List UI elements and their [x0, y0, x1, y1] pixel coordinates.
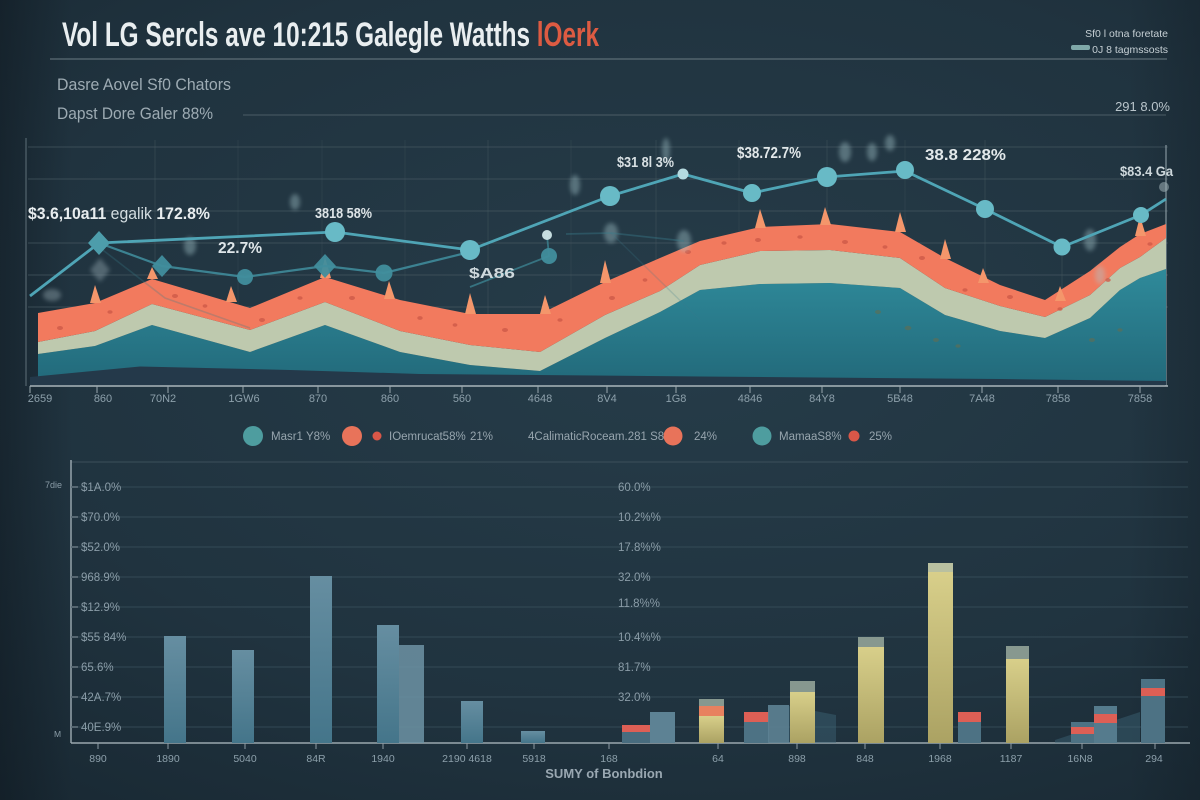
svg-text:7858: 7858 — [1046, 393, 1070, 405]
svg-text:5040: 5040 — [233, 753, 257, 765]
svg-text:32.0%: 32.0% — [618, 692, 651, 704]
svg-text:2190 4618: 2190 4618 — [442, 753, 492, 765]
svg-text:Dapst Dore Galer 88%: Dapst Dore Galer 88% — [57, 105, 213, 123]
svg-text:84R: 84R — [306, 753, 326, 765]
svg-text:291 8.0%: 291 8.0% — [1115, 99, 1170, 114]
svg-text:42A.7%: 42A.7% — [81, 692, 121, 704]
svg-text:$38.72.7%: $38.72.7% — [737, 145, 801, 162]
svg-text:64: 64 — [712, 753, 724, 765]
svg-text:Dasre Aovel Sf0 Chators: Dasre Aovel Sf0 Chators — [57, 76, 231, 94]
svg-text:25%: 25% — [869, 431, 892, 443]
svg-text:10.4%%: 10.4%% — [618, 632, 661, 644]
svg-text:32.0%: 32.0% — [618, 572, 651, 584]
svg-text:21%: 21% — [470, 431, 493, 443]
svg-text:16N8: 16N8 — [1067, 753, 1092, 765]
svg-text:0J 8 tagmssosts: 0J 8 tagmssosts — [1092, 44, 1168, 56]
svg-text:968.9%: 968.9% — [81, 572, 120, 584]
svg-text:Sf0 l otna foretate: Sf0 l otna foretate — [1085, 28, 1168, 40]
svg-text:SUMY of Bonbdion: SUMY of Bonbdion — [545, 766, 663, 781]
svg-text:1968: 1968 — [928, 753, 952, 765]
svg-text:M: M — [54, 729, 61, 739]
svg-text:84Y8: 84Y8 — [809, 393, 835, 405]
svg-text:168: 168 — [600, 753, 618, 765]
svg-text:560: 560 — [453, 393, 471, 405]
svg-text:$3.6,10a11 egalik 172.8%: $3.6,10a11 egalik 172.8% — [28, 204, 210, 223]
svg-text:5B48: 5B48 — [887, 393, 913, 405]
svg-text:10.2%%: 10.2%% — [618, 512, 661, 524]
svg-text:294: 294 — [1145, 753, 1163, 765]
svg-text:MamaaS8%: MamaaS8% — [779, 431, 842, 443]
svg-text:$A86: $A86 — [469, 265, 515, 282]
svg-text:$31 8l 3%: $31 8l 3% — [617, 155, 674, 171]
svg-text:898: 898 — [788, 753, 806, 765]
svg-text:40E.9%: 40E.9% — [81, 722, 121, 734]
svg-text:1GW6: 1GW6 — [228, 393, 259, 405]
svg-text:2659: 2659 — [28, 393, 52, 405]
svg-text:$83.4 Ga: $83.4 Ga — [1120, 163, 1173, 179]
svg-text:$12.9%: $12.9% — [81, 602, 120, 614]
svg-text:4CalimaticRoceam.281 S8%: 4CalimaticRoceam.281 S8% — [528, 431, 674, 443]
svg-text:$1A.0%: $1A.0% — [81, 482, 121, 494]
svg-text:1940: 1940 — [371, 753, 395, 765]
svg-text:$55 84%: $55 84% — [81, 632, 126, 644]
svg-text:7858: 7858 — [1128, 393, 1152, 405]
svg-text:7die: 7die — [45, 480, 62, 490]
svg-text:22.7%: 22.7% — [218, 240, 262, 257]
svg-text:7A48: 7A48 — [969, 393, 995, 405]
svg-text:38.8 228%: 38.8 228% — [925, 147, 1006, 164]
svg-text:65.6%: 65.6% — [81, 662, 114, 674]
svg-text:890: 890 — [89, 753, 107, 765]
svg-text:Masr1 Y8%: Masr1 Y8% — [271, 431, 330, 443]
svg-text:11.8%%: 11.8%% — [618, 598, 660, 610]
svg-text:17.8%%: 17.8%% — [618, 542, 661, 554]
svg-text:60.0%: 60.0% — [618, 482, 651, 494]
svg-text:81.7%: 81.7% — [618, 662, 651, 674]
svg-text:4846: 4846 — [738, 393, 762, 405]
svg-text:1G8: 1G8 — [666, 393, 687, 405]
svg-text:5918: 5918 — [522, 753, 546, 765]
svg-text:860: 860 — [381, 393, 399, 405]
svg-text:1890: 1890 — [156, 753, 180, 765]
svg-text:Vol LG Sercls ave 10:215 Galeg: Vol LG Sercls ave 10:215 Galegle Watths … — [62, 16, 599, 54]
svg-text:8V4: 8V4 — [597, 393, 617, 405]
svg-text:4648: 4648 — [528, 393, 552, 405]
svg-text:848: 848 — [856, 753, 874, 765]
svg-text:1187: 1187 — [1000, 753, 1023, 765]
svg-text:24%: 24% — [694, 431, 717, 443]
svg-text:870: 870 — [309, 393, 327, 405]
svg-text:70N2: 70N2 — [150, 393, 176, 405]
svg-text:$52.0%: $52.0% — [81, 542, 120, 554]
svg-text:IOemrucat58%: IOemrucat58% — [389, 431, 466, 443]
svg-text:$70.0%: $70.0% — [81, 512, 120, 524]
svg-text:860: 860 — [94, 393, 112, 405]
svg-text:3818 58%: 3818 58% — [315, 205, 372, 222]
